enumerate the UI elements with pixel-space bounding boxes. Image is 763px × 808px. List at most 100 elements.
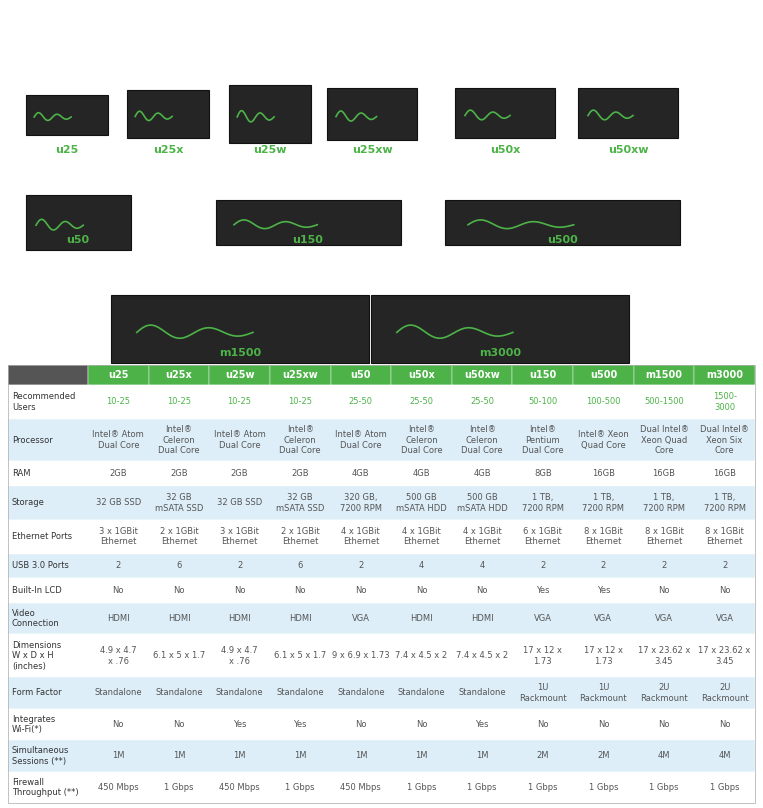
- Text: 6: 6: [176, 562, 182, 570]
- Text: 2M: 2M: [536, 751, 549, 760]
- Text: 32 GB SSD: 32 GB SSD: [95, 499, 141, 507]
- Text: Dimensions
W x D x H
(inches): Dimensions W x D x H (inches): [12, 641, 61, 671]
- Text: 1M: 1M: [112, 751, 124, 760]
- Text: 2GB: 2GB: [230, 469, 249, 478]
- Bar: [8, 634, 755, 677]
- Text: Intel® Atom
Dual Core: Intel® Atom Dual Core: [92, 431, 144, 450]
- Text: 10-25: 10-25: [106, 398, 130, 406]
- Bar: [694, 365, 755, 385]
- Text: u25xw: u25xw: [282, 370, 318, 380]
- Text: HDMI: HDMI: [471, 614, 494, 623]
- Text: 4 x 1GBit
Ethernet: 4 x 1GBit Ethernet: [342, 527, 380, 546]
- Text: 10-25: 10-25: [167, 398, 191, 406]
- Text: 4M: 4M: [658, 751, 670, 760]
- Text: 2: 2: [116, 562, 121, 570]
- Text: Intel® Atom
Dual Core: Intel® Atom Dual Core: [214, 431, 266, 450]
- Text: 1 TB,
7200 RPM: 1 TB, 7200 RPM: [643, 493, 685, 513]
- Text: 1M: 1M: [415, 751, 428, 760]
- Text: VGA: VGA: [352, 614, 370, 623]
- Text: u500: u500: [590, 370, 617, 380]
- Text: u150: u150: [292, 235, 324, 245]
- Bar: [573, 365, 634, 385]
- Text: Recommended
Users: Recommended Users: [12, 392, 76, 411]
- Text: 2: 2: [722, 562, 727, 570]
- Text: 3 x 1GBit
Ethernet: 3 x 1GBit Ethernet: [99, 527, 138, 546]
- Bar: [452, 365, 513, 385]
- Text: 6.1 x 5 x 1.7: 6.1 x 5 x 1.7: [153, 651, 205, 660]
- Text: HDMI: HDMI: [410, 614, 433, 623]
- Bar: [371, 295, 629, 363]
- Text: 32 GB
mSATA SSD: 32 GB mSATA SSD: [155, 493, 203, 513]
- Text: 1M: 1M: [294, 751, 307, 760]
- Text: Standalone: Standalone: [216, 688, 263, 697]
- Text: u25w: u25w: [253, 145, 287, 155]
- Text: m3000: m3000: [707, 370, 743, 380]
- Text: 1U
Rackmount: 1U Rackmount: [580, 684, 627, 703]
- Text: 2M: 2M: [597, 751, 610, 760]
- Bar: [513, 365, 573, 385]
- Text: u25x: u25x: [153, 145, 183, 155]
- Text: Intel® Atom
Dual Core: Intel® Atom Dual Core: [335, 431, 387, 450]
- Text: Integrates
Wi-Fi(*): Integrates Wi-Fi(*): [12, 714, 55, 734]
- Text: u25: u25: [108, 370, 129, 380]
- Text: No: No: [416, 720, 427, 729]
- Text: u50x: u50x: [490, 145, 520, 155]
- Bar: [8, 603, 755, 634]
- Text: 4 x 1GBit
Ethernet: 4 x 1GBit Ethernet: [463, 527, 501, 546]
- Text: 7.4 x 4.5 x 2: 7.4 x 4.5 x 2: [395, 651, 448, 660]
- Text: 4 x 1GBit
Ethernet: 4 x 1GBit Ethernet: [402, 527, 441, 546]
- Bar: [149, 365, 209, 385]
- Text: u50: u50: [351, 370, 371, 380]
- Text: Built-In LCD: Built-In LCD: [12, 586, 62, 595]
- Text: u25x: u25x: [166, 370, 192, 380]
- Text: HDMI: HDMI: [289, 614, 311, 623]
- Text: 450 Mbps: 450 Mbps: [98, 783, 139, 792]
- Text: 2: 2: [237, 562, 242, 570]
- Text: Standalone: Standalone: [276, 688, 324, 697]
- Text: m3000: m3000: [479, 348, 521, 358]
- Text: 8 x 1GBit
Ethernet: 8 x 1GBit Ethernet: [645, 527, 684, 546]
- Text: Dual Intel®
Xeon Six
Core: Dual Intel® Xeon Six Core: [700, 425, 749, 455]
- Text: Yes: Yes: [536, 586, 549, 595]
- Text: No: No: [355, 586, 366, 595]
- Text: Firewall
Throughput (**): Firewall Throughput (**): [12, 777, 79, 797]
- Bar: [88, 365, 149, 385]
- Bar: [25, 195, 130, 250]
- Text: 32 GB
mSATA SSD: 32 GB mSATA SSD: [276, 493, 324, 513]
- Text: 1 TB,
7200 RPM: 1 TB, 7200 RPM: [703, 493, 745, 513]
- Text: m1500: m1500: [219, 348, 261, 358]
- Text: Intel®
Celeron
Dual Core: Intel® Celeron Dual Core: [462, 425, 503, 455]
- Text: u50xw: u50xw: [608, 145, 649, 155]
- Text: Simultaneous
Sessions (**): Simultaneous Sessions (**): [12, 746, 69, 765]
- Text: 1 Gbps: 1 Gbps: [468, 783, 497, 792]
- Text: Yes: Yes: [597, 586, 610, 595]
- Text: 1M: 1M: [476, 751, 488, 760]
- Text: Processor: Processor: [12, 436, 53, 444]
- Text: No: No: [719, 720, 730, 729]
- Text: Yes: Yes: [475, 720, 489, 729]
- Text: Dual Intel®
Xeon Quad
Core: Dual Intel® Xeon Quad Core: [639, 425, 688, 455]
- Text: 1M: 1M: [172, 751, 185, 760]
- Text: Video
Connection: Video Connection: [12, 609, 60, 629]
- Bar: [127, 90, 209, 138]
- Text: 500 GB
mSATA HDD: 500 GB mSATA HDD: [396, 493, 447, 513]
- Bar: [8, 520, 755, 553]
- Text: 7.4 x 4.5 x 2: 7.4 x 4.5 x 2: [456, 651, 508, 660]
- Text: u50xw: u50xw: [464, 370, 500, 380]
- Text: No: No: [537, 720, 549, 729]
- Text: 10-25: 10-25: [288, 398, 312, 406]
- Text: u500: u500: [546, 235, 578, 245]
- Text: 500 GB
mSATA HDD: 500 GB mSATA HDD: [457, 493, 507, 513]
- Text: Intel®
Celeron
Dual Core: Intel® Celeron Dual Core: [401, 425, 443, 455]
- Bar: [8, 461, 755, 486]
- Text: 25-50: 25-50: [470, 398, 494, 406]
- Bar: [8, 579, 755, 603]
- Text: 2 x 1GBit
Ethernet: 2 x 1GBit Ethernet: [281, 527, 320, 546]
- Bar: [8, 486, 755, 520]
- Text: No: No: [295, 586, 306, 595]
- Text: 1500-
3000: 1500- 3000: [713, 392, 737, 411]
- Bar: [8, 419, 755, 461]
- Text: u25: u25: [56, 145, 79, 155]
- Text: 25-50: 25-50: [349, 398, 373, 406]
- Text: 1 TB,
7200 RPM: 1 TB, 7200 RPM: [522, 493, 564, 513]
